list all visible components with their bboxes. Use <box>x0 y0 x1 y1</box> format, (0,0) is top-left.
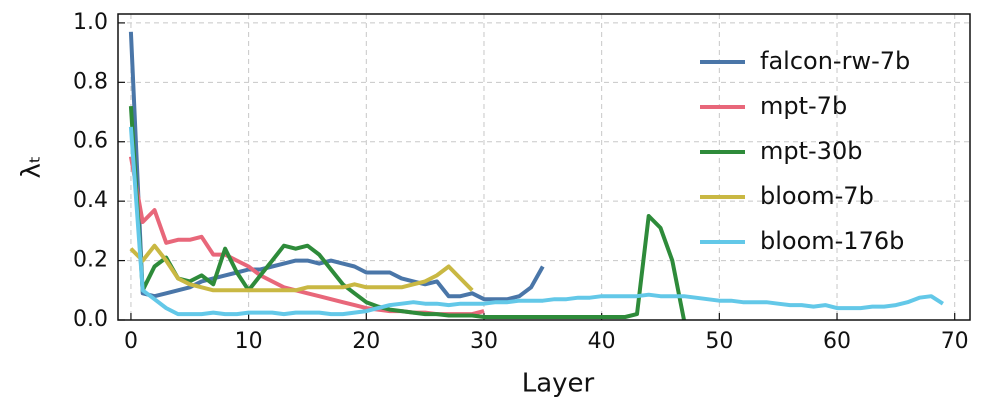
y-tick-label: 0.4 <box>73 188 108 213</box>
legend-label: falcon-rw-7b <box>760 47 910 75</box>
legend-label: bloom-7b <box>760 182 874 210</box>
x-tick-label: 0 <box>124 329 138 354</box>
legend-label: mpt-7b <box>760 92 847 120</box>
x-tick-label: 50 <box>705 329 733 354</box>
x-axis-label: Layer <box>522 369 595 399</box>
x-tick-label: 70 <box>941 329 969 354</box>
y-tick-label: 0.6 <box>73 129 108 154</box>
x-tick-label: 40 <box>588 329 616 354</box>
x-tick-label: 60 <box>823 329 851 354</box>
y-tick-label: 0.0 <box>73 307 108 332</box>
series-line <box>129 243 474 293</box>
x-tick-label: 10 <box>235 329 263 354</box>
series-line <box>128 31 545 302</box>
y-tick-label: 0.8 <box>73 69 108 94</box>
y-tick-label: 1.0 <box>73 10 108 35</box>
y-tick-label: 0.2 <box>73 248 108 273</box>
series-line <box>128 126 944 317</box>
x-tick-label: 30 <box>470 329 498 354</box>
series-line <box>128 105 686 321</box>
y-axis-label: λₜ <box>17 155 47 178</box>
legend-label: mpt-30b <box>760 137 862 165</box>
x-tick-label: 20 <box>352 329 380 354</box>
legend-label: bloom-176b <box>760 227 904 255</box>
plot-frame <box>117 13 971 321</box>
